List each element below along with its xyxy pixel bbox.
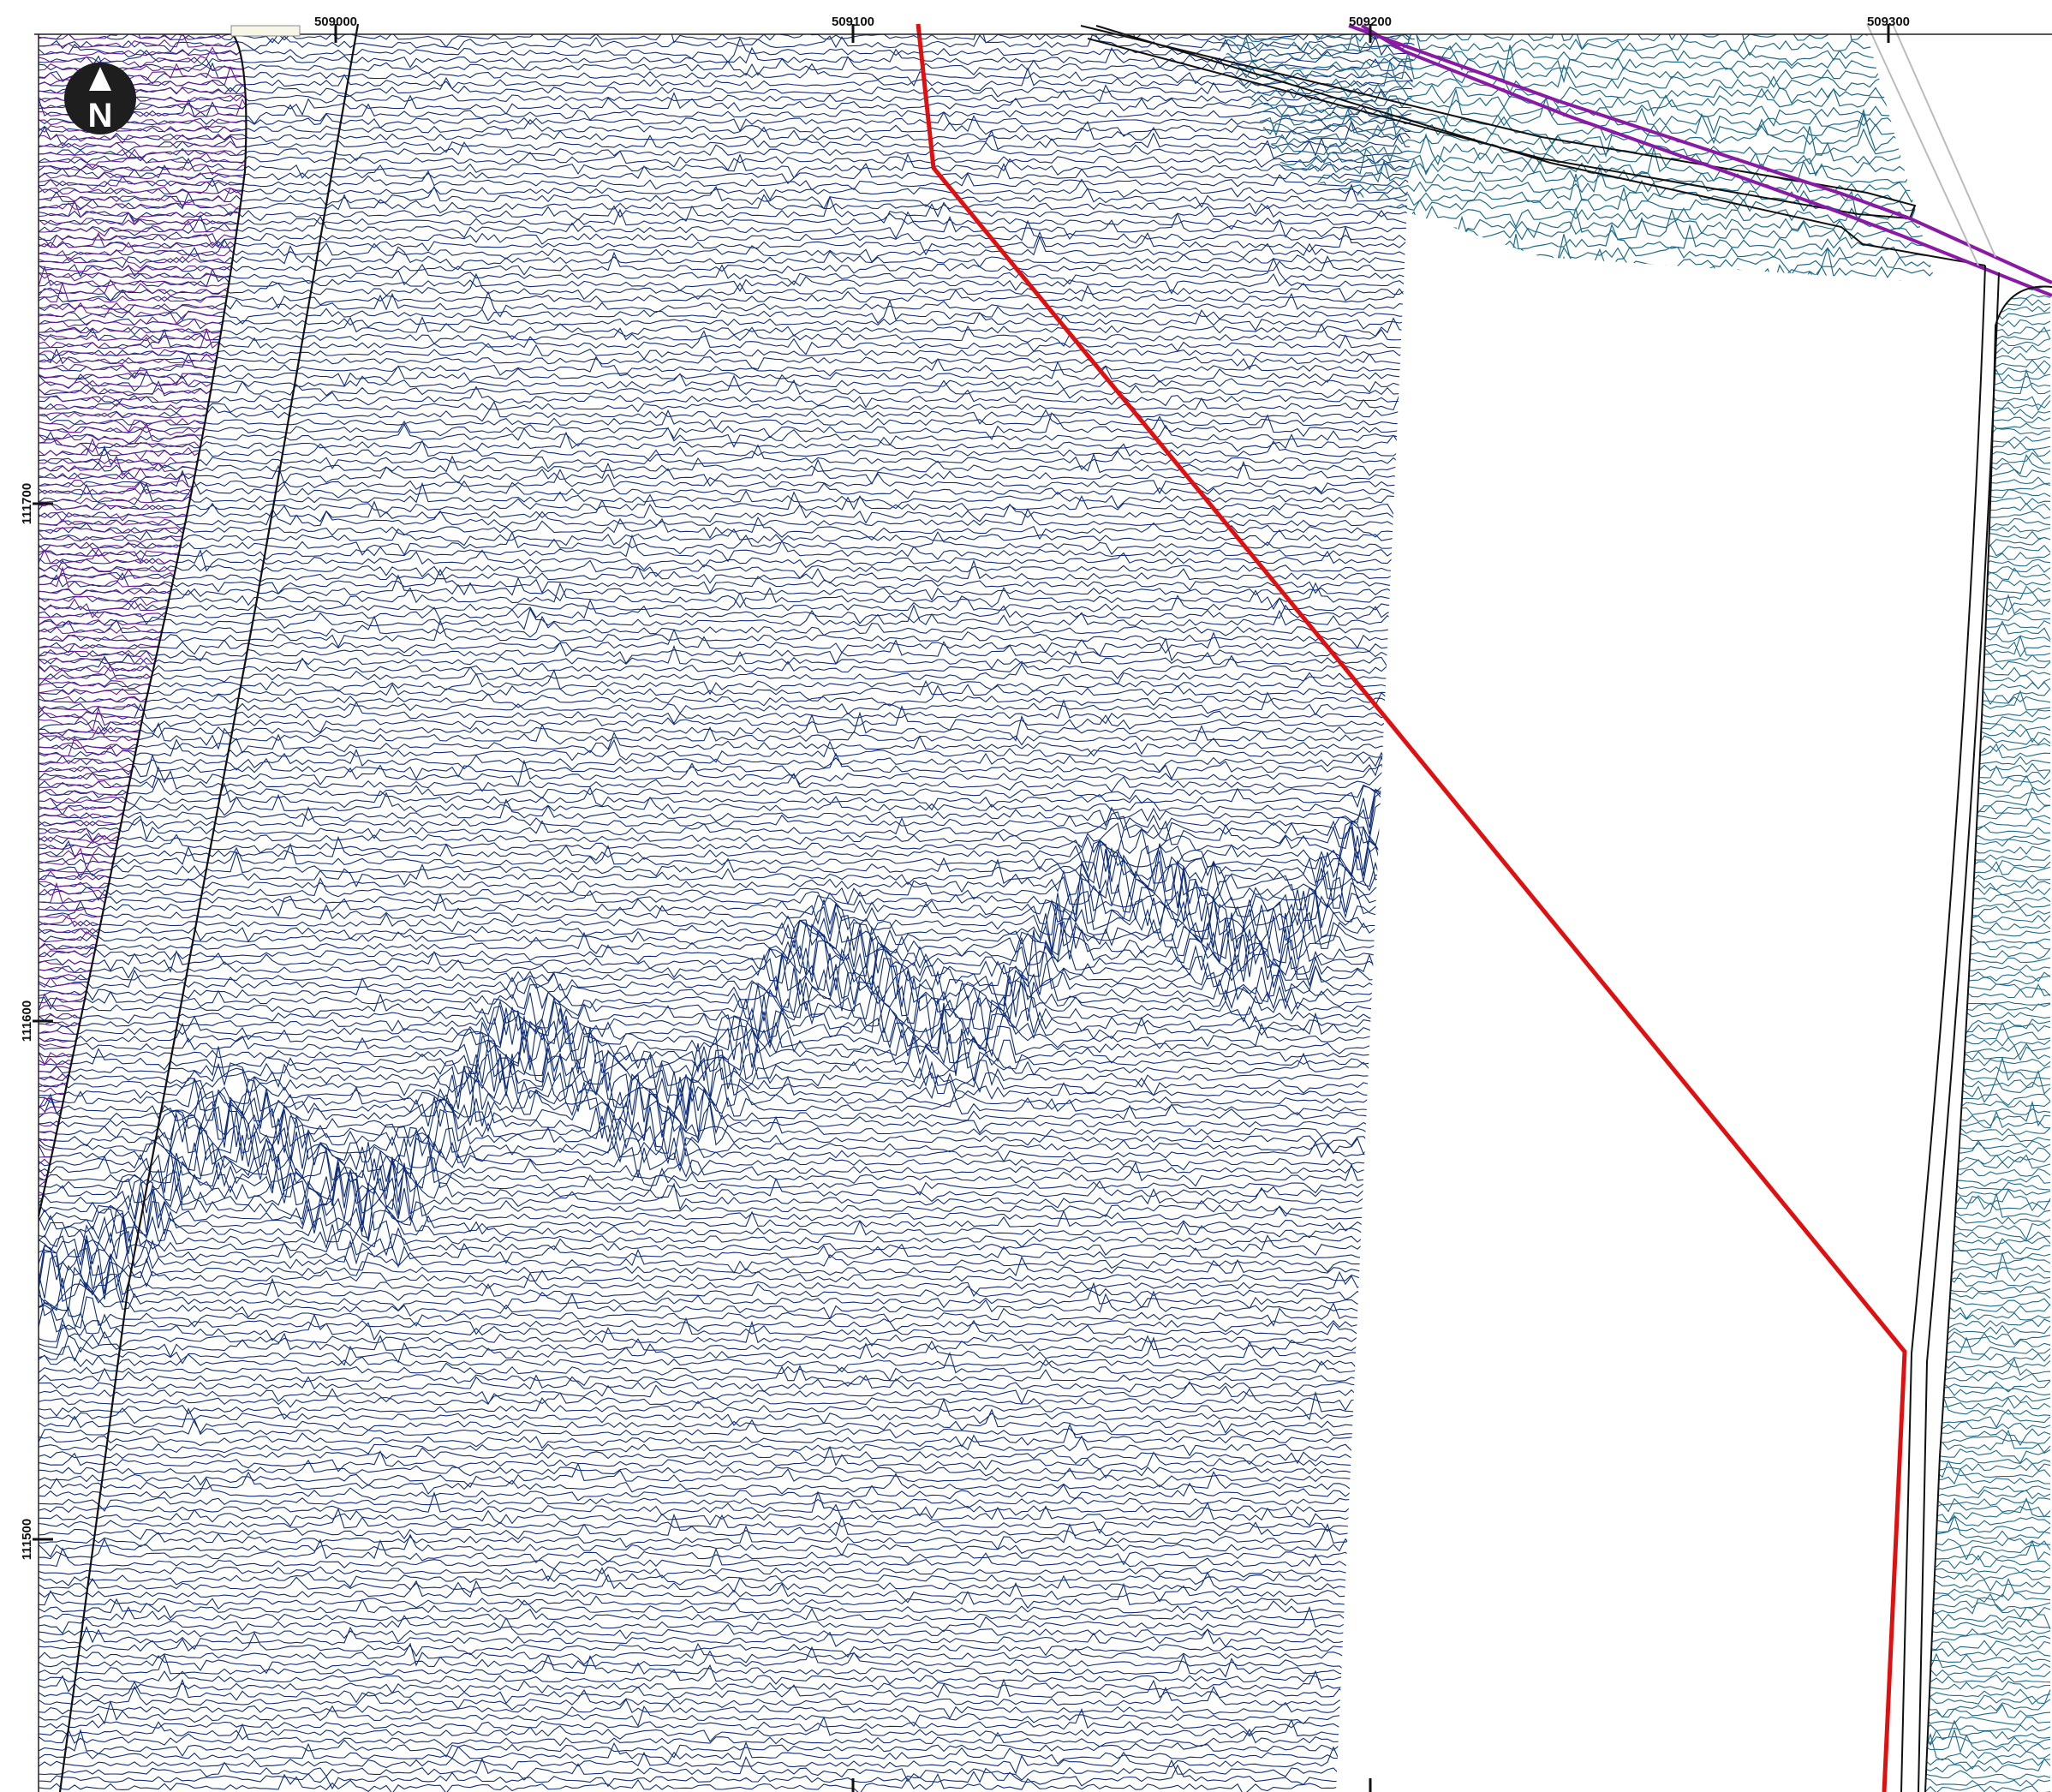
corridor-outline-upper [1080,25,1917,220]
west-zone-outline [37,33,248,1217]
easting-tick: 509200 [1349,15,1392,43]
easting-tick-label: 509300 [1867,15,1910,29]
grey-road-line-2 [1892,23,1996,258]
grey-road-line-1 [1866,23,1979,266]
northing-tick: 111500 [20,1519,53,1560]
easting-axis: 509000 509100 509200 509300 [314,15,1910,43]
north-arrow-icon [89,67,111,91]
red-site-boundary [916,23,1907,1792]
east-zone-outline [1924,285,2052,1792]
north-arrow-letter: N [88,97,113,134]
easting-tick: 509000 [314,15,357,43]
northing-tick-label: 111700 [20,483,34,524]
easting-tick-label: 509000 [314,15,357,29]
northing-tick: 111600 [20,1001,53,1042]
east-road-line-1 [1900,265,1986,1792]
corridor-outline-lower [1095,25,1986,266]
north-arrow-disc [64,63,136,134]
easting-tick-label: 509200 [1349,15,1392,29]
purple-corridor-line-2 [1360,24,2052,297]
survey-trace-layer-main [39,34,1415,1792]
northing-tick-label: 111600 [20,1001,34,1042]
northing-tick-label: 111500 [20,1519,34,1560]
header-tab [230,25,301,37]
easting-tick: 509100 [832,15,874,43]
northing-tick: 111700 [20,483,53,524]
road-edge-line-west [58,23,360,1792]
easting-tick: 509300 [1867,15,1910,43]
northing-axis: 111700 111600 111500 [20,483,53,1560]
survey-trace-lines [39,34,1415,1792]
north-arrow: N [64,63,136,134]
easting-tick-label: 509100 [832,15,874,29]
